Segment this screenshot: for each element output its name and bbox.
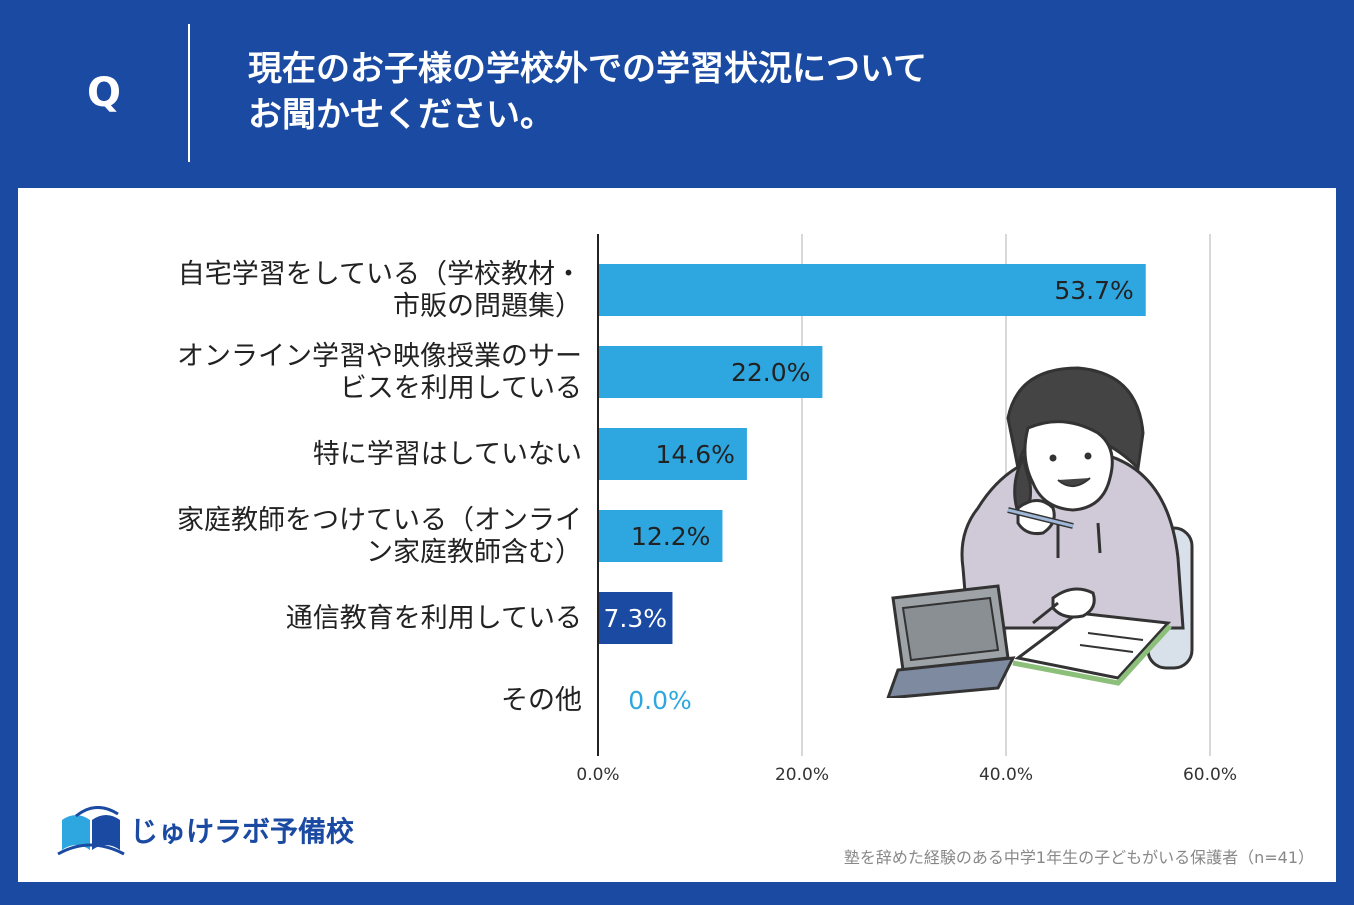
- x-tick-label: 20.0%: [775, 765, 829, 785]
- category-label: 家庭教師をつけている（オンライン家庭教師含む）: [177, 505, 582, 568]
- x-tick-label: 60.0%: [1183, 765, 1237, 785]
- data-label: 7.3%: [603, 604, 667, 633]
- bar: [598, 264, 1146, 316]
- category-label: その他: [501, 685, 582, 716]
- bar: [598, 510, 723, 562]
- bar: [598, 346, 823, 398]
- data-label: 14.6%: [655, 440, 734, 469]
- q-mark: Q: [86, 70, 121, 116]
- bar: [598, 592, 673, 644]
- category-label: オンライン学習や映像授業のサービスを利用している: [177, 341, 582, 404]
- open-book-icon: [57, 806, 125, 856]
- question-line-1: 現在のお子様の学校外での学習状況について: [248, 49, 927, 89]
- bar: [598, 428, 747, 480]
- header: Q 現在のお子様の学校外での学習状況について お聞かせください。: [0, 0, 1354, 188]
- data-label: 22.0%: [731, 358, 810, 387]
- category-label: 特に学習はしていない: [313, 439, 582, 470]
- question-title: 現在のお子様の学校外での学習状況について お聞かせください。: [248, 46, 1148, 138]
- data-label: 53.7%: [1054, 276, 1133, 305]
- header-divider: [188, 24, 190, 162]
- footnote: 塾を辞めた経験のある中学1年生の子どもがいる保護者（n=41）: [843, 848, 1314, 867]
- chart-panel: 0.0% 20.0% 40.0% 60.0% 自宅学習をしている（学校教材・市販の問題集…: [18, 188, 1336, 882]
- logo: じゅけラボ予備校: [56, 806, 376, 866]
- logo-text: じゅけラボ予備校: [130, 815, 355, 848]
- question-line-2: お聞かせください。: [248, 95, 554, 135]
- x-tick-label: 0.0%: [576, 765, 619, 785]
- category-label: 通信教育を利用している: [286, 603, 582, 634]
- x-tick-label: 40.0%: [979, 765, 1033, 785]
- bar-chart: 0.0% 20.0% 40.0% 60.0% 自宅学習をしている（学校教材・市販の問題集…: [177, 234, 1237, 785]
- category-label: 自宅学習をしている（学校教材・市販の問題集）: [178, 259, 582, 322]
- student-studying-illustration: [886, 366, 1194, 698]
- data-label: 0.0%: [628, 686, 692, 715]
- data-label: 12.2%: [631, 522, 710, 551]
